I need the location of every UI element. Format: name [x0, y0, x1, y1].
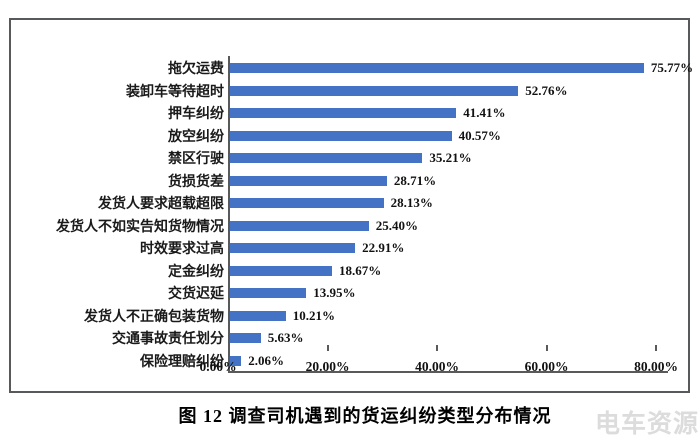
bar	[230, 333, 261, 344]
bar-row: 定金纠纷 18.67%	[21, 260, 667, 283]
bar-zone: 13.95%	[230, 282, 667, 305]
category-label: 发货人不如实告知货物情况	[56, 219, 224, 235]
bar-zone: 25.40%	[230, 215, 667, 238]
value-label: 28.71%	[393, 172, 437, 188]
value-label: 10.21%	[292, 307, 336, 323]
bar	[230, 310, 286, 321]
bar-row: 保险理赔纠纷 2.06%	[21, 350, 667, 373]
value-label: 22.91%	[362, 240, 405, 256]
x-tick-label: 40.00%	[415, 359, 459, 374]
bar-row: 禁区行驶 35.21%	[21, 147, 667, 170]
x-tick-label: 0.00%	[199, 359, 237, 374]
bar-zone: 40.57%	[230, 125, 667, 148]
bar	[230, 63, 644, 74]
bar-zone: 5.63%	[230, 327, 667, 350]
x-tick-label: 60.00%	[524, 359, 569, 374]
value-label: 52.76%	[525, 82, 568, 98]
value-label: 75.77%	[650, 60, 694, 76]
x-tick-mark	[655, 345, 657, 351]
category-label: 押车纠纷	[168, 107, 224, 123]
bar	[230, 175, 387, 186]
bar-row: 发货人要求超载超限 28.13%	[21, 192, 667, 215]
category-label: 装卸车等待超时	[126, 84, 224, 100]
bar-zone: 35.21%	[230, 147, 667, 170]
bar	[230, 108, 457, 119]
bar-row: 交货迟延 13.95%	[21, 282, 667, 305]
bar	[230, 198, 384, 209]
watermark: 电车资源	[594, 410, 699, 437]
bar-zone: 41.41%	[230, 102, 667, 125]
bar-row: 交通事故责任划分 5.63%	[21, 327, 667, 350]
category-label: 保险理赔纠纷	[140, 354, 224, 370]
bar	[230, 153, 423, 164]
bar	[230, 288, 307, 299]
bar	[230, 243, 356, 254]
bar	[230, 85, 519, 96]
bar-row: 放空纠纷 40.57%	[21, 125, 667, 148]
category-label: 交货迟延	[168, 287, 224, 303]
bar-row: 发货人不正确包装货物 10.21%	[21, 305, 667, 328]
value-label: 5.63%	[267, 330, 304, 346]
bar	[230, 355, 242, 366]
value-label: 40.57%	[458, 127, 501, 143]
bar-row: 押车纠纷 41.41%	[21, 102, 667, 125]
value-label: 35.21%	[429, 150, 472, 166]
category-label: 拖欠运费	[168, 62, 224, 78]
chart-frame: 拖欠运费 75.77% 装卸车等待超时 52.76% 押车纠纷 41.41% 放空纠纷 40.…	[9, 18, 693, 393]
bar	[230, 220, 369, 231]
x-tick-mark	[326, 345, 329, 351]
x-tick-label: 80.00%	[634, 359, 678, 374]
x-tick-mark	[545, 345, 548, 351]
bar-row: 货损货差 28.71%	[21, 170, 667, 193]
bar-row: 拖欠运费 75.77%	[21, 57, 693, 80]
bar-zone: 22.91%	[230, 237, 667, 260]
bar-zone: 75.77%	[230, 57, 693, 80]
bar-row: 时效要求过高 22.91%	[21, 237, 667, 260]
category-label: 放空纠纷	[168, 129, 224, 145]
category-label: 货损货差	[168, 174, 224, 190]
category-label: 禁区行驶	[168, 152, 224, 168]
x-tick-mark	[436, 345, 438, 351]
category-label: 发货人不正确包装货物	[84, 309, 224, 325]
x-tick-label: 20.00%	[305, 359, 350, 374]
bar	[230, 265, 332, 276]
bar-zone: 2.06%	[230, 350, 667, 373]
value-label: 28.13%	[390, 195, 433, 211]
value-label: 2.06%	[248, 352, 284, 368]
value-label: 25.40%	[375, 217, 418, 233]
y-axis-line	[228, 56, 230, 373]
bar-zone: 28.71%	[230, 170, 667, 193]
category-label: 时效要求过高	[140, 242, 224, 258]
bar-row: 发货人不如实告知货物情况 25.40%	[21, 215, 667, 238]
value-label: 41.41%	[463, 105, 506, 121]
category-label: 发货人要求超载超限	[98, 197, 224, 213]
bar-zone: 10.21%	[230, 305, 667, 328]
x-axis-line	[228, 371, 668, 373]
caption-row: 图 12 调查司机遇到的货运纠纷类型分布情况	[0, 402, 700, 428]
bar-zone: 18.67%	[230, 260, 667, 283]
category-label: 定金纠纷	[168, 264, 224, 280]
value-label: 13.95%	[313, 285, 356, 301]
category-label: 交通事故责任划分	[112, 332, 224, 348]
value-label: 18.67%	[338, 262, 382, 278]
bar-zone: 28.13%	[230, 192, 667, 215]
bar-rows: 拖欠运费 75.77% 装卸车等待超时 52.76% 押车纠纷 41.41% 放空纠纷 40.…	[21, 57, 693, 373]
bar	[230, 130, 452, 141]
figure-caption: 图 12 调查司机遇到的货运纠纷类型分布情况	[178, 406, 552, 426]
bar-zone: 52.76%	[230, 80, 667, 103]
bar-row: 装卸车等待超时 52.76%	[21, 80, 667, 103]
